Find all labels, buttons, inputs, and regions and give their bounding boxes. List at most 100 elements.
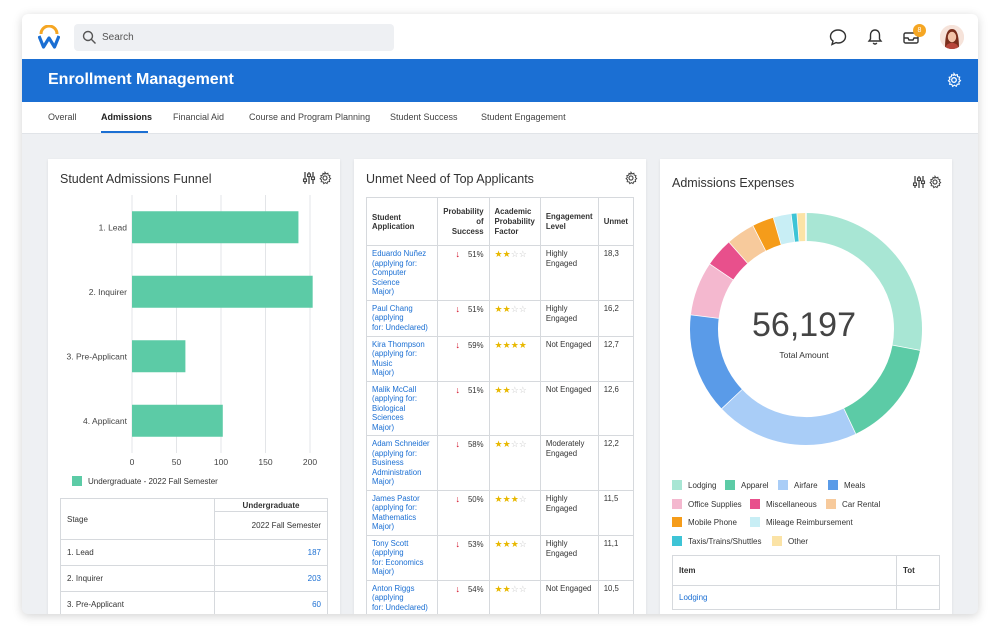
- unmet-table-viewport[interactable]: Student Application Probability of Succe…: [354, 159, 634, 614]
- item-link[interactable]: Lodging: [672, 585, 897, 610]
- link-line: Adam Schneider: [372, 439, 430, 448]
- stage-cell: 3. Pre-Applicant: [60, 591, 215, 614]
- donut-slice[interactable]: [791, 213, 800, 242]
- filter-sliders-icon[interactable]: [912, 175, 926, 189]
- legend-swatch: [672, 517, 682, 527]
- page-header: Enrollment Management: [22, 59, 978, 102]
- link-line: Biological Sciences: [372, 403, 406, 423]
- user-avatar[interactable]: [940, 25, 964, 49]
- probability-cell: ↓ 51%: [437, 380, 490, 436]
- gear-icon[interactable]: [318, 171, 332, 185]
- donut-slice[interactable]: [753, 217, 782, 251]
- legend-label: Apparel: [741, 481, 769, 490]
- gear-icon[interactable]: [624, 171, 638, 185]
- donut-slice[interactable]: [710, 241, 749, 280]
- legend-swatch: [828, 480, 838, 490]
- engagement-cell: Highly Engaged: [539, 299, 599, 337]
- down-arrow-icon: ↓: [455, 439, 460, 449]
- legend-label: Airfare: [794, 481, 818, 490]
- down-arrow-icon: ↓: [455, 249, 460, 259]
- probability-value: 59%: [467, 340, 484, 350]
- tab-admissions[interactable]: Admissions: [101, 112, 153, 122]
- bar[interactable]: [132, 404, 223, 437]
- engagement-line: Highly: [545, 249, 568, 258]
- bell-icon[interactable]: [865, 27, 885, 47]
- donut-slice[interactable]: [690, 314, 743, 409]
- card-title: Unmet Need of Top Applicants: [366, 172, 534, 186]
- legend-label: Car Rental: [842, 499, 881, 509]
- student-application-link[interactable]: Adam Schneider (applying for: Business Admi…: [365, 435, 439, 491]
- value-link[interactable]: 60: [214, 591, 328, 614]
- unmet-cell: 11,1: [597, 534, 634, 581]
- engagement-line: Highly: [545, 538, 568, 548]
- donut-slice[interactable]: [773, 213, 796, 245]
- engagement-cell: Highly Engaged: [539, 489, 599, 536]
- probability-cell: ↓ 54%: [437, 579, 490, 614]
- tab-overall[interactable]: Overall: [48, 112, 77, 122]
- star-rating-icon: ★★☆☆: [494, 384, 527, 395]
- donut-slice[interactable]: [729, 225, 767, 264]
- tab-student-engagement[interactable]: Student Engagement: [481, 112, 566, 122]
- probability-cell: ↓ 50%: [437, 489, 490, 536]
- student-application-link[interactable]: Eduardo Nuñez (applying for: Computer Scie…: [365, 245, 439, 301]
- table-row: Malik McCall (applying for: Biological Sci…: [365, 380, 634, 436]
- link-line: Computer Science: [372, 268, 407, 287]
- student-application-link[interactable]: James Pastor (applying for: Mathematics Ma…: [365, 489, 439, 536]
- student-application-link[interactable]: Tony Scott (applying for: Economics Major): [365, 534, 439, 581]
- probability-value: 51%: [467, 385, 484, 395]
- legend-swatch: [772, 535, 782, 546]
- student-application-link[interactable]: Malik McCall (applying for: Biological Sci…: [365, 380, 439, 436]
- student-application-link[interactable]: Anton Riggs (applying for: Undeclared): [365, 579, 439, 614]
- engagement-line: Engaged: [545, 503, 578, 513]
- engagement-line: Not Engaged: [545, 583, 592, 593]
- value-link[interactable]: 187: [214, 539, 328, 566]
- donut-slice[interactable]: [690, 263, 734, 319]
- tab-financial-aid[interactable]: Financial Aid: [173, 112, 225, 122]
- column-header-academic: Academic Probability Factor: [488, 197, 541, 246]
- notification-badge: 8: [913, 24, 926, 37]
- academic-factor-cell: ★★★★: [488, 335, 541, 382]
- down-arrow-icon: ↓: [455, 339, 460, 350]
- bar[interactable]: [132, 340, 186, 373]
- total-cell: [896, 585, 940, 610]
- slice-separator: [720, 388, 743, 409]
- legend-swatch: [778, 480, 788, 490]
- column-header-stage: Stage: [60, 498, 215, 540]
- search-input[interactable]: [102, 24, 382, 51]
- filter-sliders-icon[interactable]: [302, 171, 316, 185]
- link-line: Kira Thompson: [372, 339, 425, 349]
- tab-student-success[interactable]: Student Success: [390, 112, 458, 122]
- bar[interactable]: [132, 275, 313, 308]
- probability-value: 50%: [467, 494, 484, 504]
- legend-swatch: [750, 498, 760, 509]
- chat-icon[interactable]: [828, 27, 848, 47]
- table-row: Kira Thompson (applying for: Music Major) ↓…: [365, 335, 634, 382]
- bar[interactable]: [132, 211, 299, 244]
- link-line: for: Undeclared): [372, 602, 428, 612]
- donut-slice[interactable]: [805, 213, 922, 351]
- engagement-cell: Moderately Engaged: [539, 435, 599, 491]
- x-tick-label: 100: [214, 457, 228, 467]
- unmet-cell: 12,2: [597, 435, 634, 491]
- gear-icon[interactable]: [946, 72, 962, 88]
- student-application-link[interactable]: Paul Chang (applying for: Undeclared): [365, 299, 439, 337]
- value-link[interactable]: 203: [214, 565, 328, 592]
- inbox-icon[interactable]: [901, 27, 921, 47]
- academic-factor-cell: ★★★☆: [488, 489, 541, 536]
- table-row: Adam Schneider (applying for: Business Admi…: [365, 435, 634, 491]
- workday-logo-icon[interactable]: [38, 25, 60, 49]
- student-application-link[interactable]: Kira Thompson (applying for: Music Major): [365, 335, 439, 382]
- x-tick-label: 50: [172, 457, 182, 467]
- table-row: 2. Inquirer 203: [60, 565, 328, 592]
- search-bar[interactable]: [74, 24, 394, 51]
- gear-icon[interactable]: [928, 175, 942, 189]
- column-header-probability: Probability of Success: [437, 197, 490, 246]
- tab-course-and-program-planning[interactable]: Course and Program Planning: [249, 112, 371, 122]
- donut-slice[interactable]: [721, 388, 856, 445]
- expenses-donut-chart: [690, 213, 922, 445]
- header-line: Engagement: [545, 211, 593, 221]
- donut-slice[interactable]: [843, 345, 920, 434]
- legend-swatch: [725, 480, 735, 490]
- probability-cell: ↓ 58%: [437, 435, 490, 491]
- engagement-line: Engaged: [545, 449, 578, 458]
